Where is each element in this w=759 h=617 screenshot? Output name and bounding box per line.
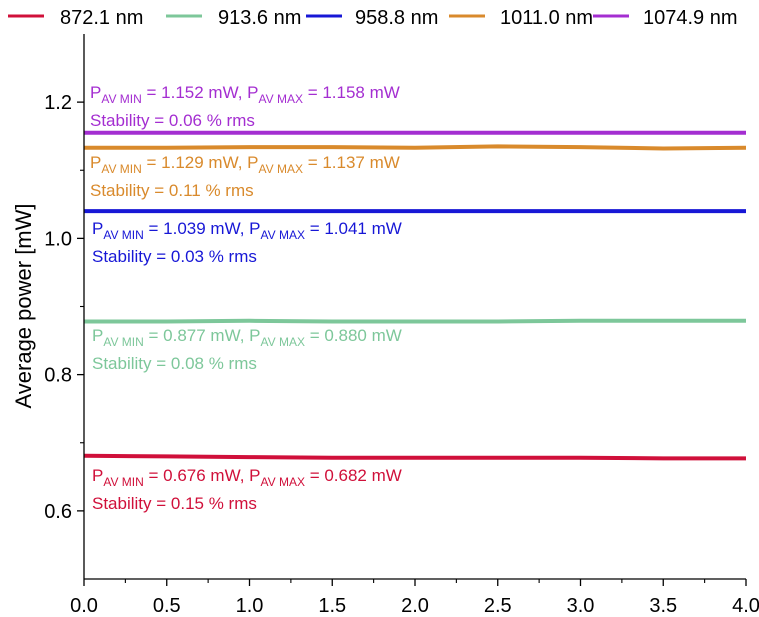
legend-item: 1011.0 nm [449,7,593,29]
annotation-text: P [92,326,103,345]
power-range-label: PAV MIN = 1.039 mW, PAV MAX = 1.041 mW [92,219,402,242]
subscript-text: AV MIN [101,92,141,106]
subscript-text: AV MAX [261,228,305,242]
legend-item: 872.1 nm [8,7,143,29]
x-tick-label: 1.5 [318,595,346,617]
stability-label: Stability = 0.03 % rms [92,247,257,266]
legend-label: 872.1 nm [60,7,143,29]
stability-label: Stability = 0.06 % rms [90,111,255,130]
subscript-text: AV MIN [103,335,143,349]
stability-label: Stability = 0.11 % rms [90,181,254,200]
annotation-text: = 1.152 mW, [142,83,247,102]
y-tick-label: 1.2 [44,92,72,114]
annotation-text: P [249,466,260,485]
x-tick-label: 2.5 [484,595,512,617]
series-layer [83,130,747,461]
annotation-text: = 1.129 mW, [142,153,247,172]
series-line-3 [84,144,747,151]
x-tick-label: 0.0 [70,595,98,617]
ticks: 0.0 0.5 1.0 1.5 2.0 2.5 3.0 3.5 4.0 0.6 0.8 1.0 1.2 [44,92,759,617]
x-tick-label: 1.0 [236,595,264,617]
legend-label: 913.6 nm [218,7,301,29]
y-axis-label: Average power [mW] [11,203,36,408]
series-annotation: PAV MIN = 0.877 mW, PAV MAX = 0.880 mWSt… [92,326,402,373]
power-range-label: PAV MIN = 0.877 mW, PAV MAX = 0.880 mW [92,326,402,349]
series-annotation: PAV MIN = 0.676 mW, PAV MAX = 0.682 mWSt… [92,466,402,513]
x-tick-label: 0.5 [153,595,181,617]
subscript-text: AV MAX [261,475,305,489]
power-range-label: PAV MIN = 0.676 mW, PAV MAX = 0.682 mW [92,466,402,489]
y-tick-label: 1.0 [44,228,72,250]
annotation-text: P [92,219,103,238]
annotation-text: P [247,153,258,172]
annotation-text: = 1.041 mW [305,219,402,238]
annotation-text: = 1.158 mW [303,83,400,102]
legend-item: 958.8 nm [306,7,438,29]
x-tick-label: 3.5 [649,595,677,617]
series-annotation: PAV MIN = 1.152 mW, PAV MAX = 1.158 mWSt… [90,83,400,130]
legend: 872.1 nm 913.6 nm 958.8 nm 1011.0 nm 1074.9 … [8,7,738,29]
series-line-1 [84,318,746,324]
annotation-text: = 0.682 mW [305,466,402,485]
y-tick-label: 0.8 [44,365,72,387]
annotation-text: P [92,466,103,485]
annotation-text: P [90,83,101,102]
x-tick-label: 4.0 [732,595,759,617]
subscript-text: AV MIN [103,228,143,242]
annotation-text: = 0.880 mW [305,326,402,345]
stability-label: Stability = 0.08 % rms [92,354,257,373]
annotation-layer: PAV MIN = 0.676 mW, PAV MAX = 0.682 mWSt… [90,83,402,513]
power-range-label: PAV MIN = 1.152 mW, PAV MAX = 1.158 mW [90,83,400,106]
legend-label: 1074.9 nm [643,7,738,29]
y-tick-label: 0.6 [44,501,72,523]
annotation-text: P [247,83,258,102]
stability-label: Stability = 0.15 % rms [92,494,257,513]
annotation-text: P [90,153,101,172]
subscript-text: AV MIN [103,475,143,489]
x-tick-label: 3.0 [567,595,595,617]
legend-label: 958.8 nm [355,7,438,29]
series-annotation: PAV MIN = 1.129 mW, PAV MAX = 1.137 mWSt… [90,153,400,200]
annotation-text: = 1.137 mW [303,153,400,172]
annotation-text: P [249,219,260,238]
x-tick-label: 2.0 [401,595,429,617]
series-line-0 [83,453,746,461]
subscript-text: AV MAX [261,335,305,349]
annotation-text: P [249,326,260,345]
power-range-label: PAV MIN = 1.129 mW, PAV MAX = 1.137 mW [90,153,400,176]
annotation-text: = 1.039 mW, [144,219,249,238]
subscript-text: AV MIN [101,162,141,176]
legend-item: 913.6 nm [166,7,301,29]
series-annotation: PAV MIN = 1.039 mW, PAV MAX = 1.041 mWSt… [92,219,402,266]
subscript-text: AV MAX [259,92,303,106]
legend-label: 1011.0 nm [500,7,593,29]
annotation-text: = 0.676 mW, [144,466,249,485]
annotation-text: = 0.877 mW, [144,326,249,345]
subscript-text: AV MAX [259,162,303,176]
legend-item: 1074.9 nm [593,7,738,29]
